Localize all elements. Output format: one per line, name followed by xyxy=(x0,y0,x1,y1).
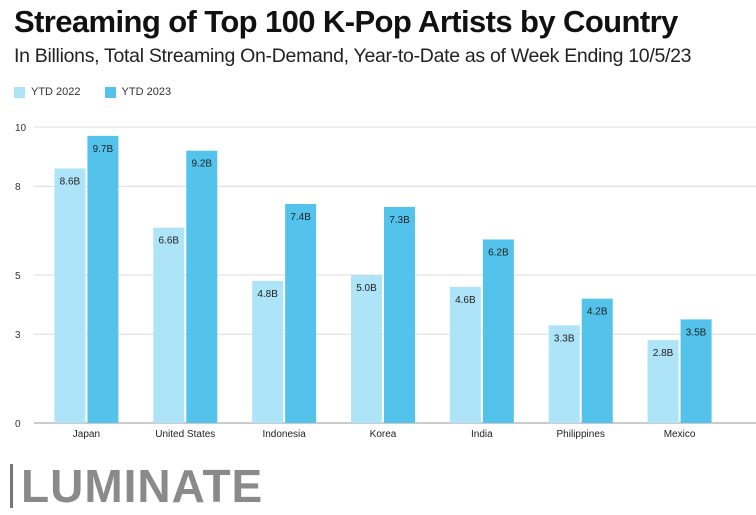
x-tick-label: India xyxy=(471,429,493,440)
data-label: 6.2B xyxy=(488,247,509,258)
bar-indonesia-2023 xyxy=(285,203,317,423)
data-label: 7.4B xyxy=(290,212,311,223)
y-tick-label: 5 xyxy=(15,271,21,282)
bar-united-states-2022 xyxy=(153,227,185,423)
bar-japan-2023 xyxy=(87,135,119,423)
bar-korea-2023 xyxy=(384,206,415,423)
chart-subtitle: In Billions, Total Streaming On-Demand, … xyxy=(14,45,692,67)
bar-korea-2022 xyxy=(351,275,382,423)
data-label: 8.6B xyxy=(60,176,81,187)
data-label: 7.3B xyxy=(389,215,410,226)
bar-united-states-2023 xyxy=(186,150,218,423)
data-label: 4.8B xyxy=(257,289,278,300)
x-tick-label: Philippines xyxy=(557,429,605,440)
x-tick-label: Mexico xyxy=(664,429,696,440)
x-tick-label: United States xyxy=(155,429,215,440)
x-tick-label: Japan xyxy=(73,429,100,440)
bar-india-2023 xyxy=(482,239,514,423)
bar-philippines-2022 xyxy=(548,325,580,423)
data-label: 4.6B xyxy=(455,295,476,306)
bar-chart: 0 3 5 8 10 8.6B 9.7B Japan 6.6B 9.2B United States… xyxy=(15,123,756,440)
bar-mexico-2023 xyxy=(680,319,712,423)
chart-title: Streaming of Top 100 K-Pop Artists by Co… xyxy=(14,4,678,39)
legend-item-2023: YTD 2023 xyxy=(104,86,172,98)
data-label: 3.3B xyxy=(554,333,575,344)
legend-swatch-2022 xyxy=(14,86,25,98)
y-tick-label: 10 xyxy=(15,123,27,134)
x-tick-label: Indonesia xyxy=(262,429,306,440)
data-label: 3.5B xyxy=(686,327,707,338)
legend-label-2023: YTD 2023 xyxy=(121,86,172,98)
legend-label-2022: YTD 2022 xyxy=(31,86,81,98)
luminate-logo: LUMINATE xyxy=(10,460,263,512)
y-tick-label: 8 xyxy=(15,182,21,193)
data-label: 4.2B xyxy=(587,307,608,318)
legend-item-2022: YTD 2022 xyxy=(14,86,81,98)
bar-india-2022 xyxy=(449,286,481,423)
logo-text: LUMINATE xyxy=(21,460,264,512)
data-label: 6.6B xyxy=(158,236,179,247)
bar-japan-2022 xyxy=(54,168,86,423)
x-tick-label: Korea xyxy=(370,429,397,440)
data-label: 2.8B xyxy=(653,348,674,359)
logo-bar xyxy=(10,464,13,508)
data-label: 5.0B xyxy=(356,283,377,294)
bar-philippines-2023 xyxy=(581,298,613,423)
y-tick-label: 0 xyxy=(15,419,21,430)
legend: YTD 2022 YTD 2023 xyxy=(14,86,171,98)
bar-mexico-2022 xyxy=(647,340,679,423)
bar-indonesia-2022 xyxy=(252,280,284,423)
data-label: 9.2B xyxy=(191,159,212,170)
data-label: 9.7B xyxy=(93,144,114,155)
legend-swatch-2023 xyxy=(104,86,116,98)
y-tick-label: 3 xyxy=(15,330,21,341)
